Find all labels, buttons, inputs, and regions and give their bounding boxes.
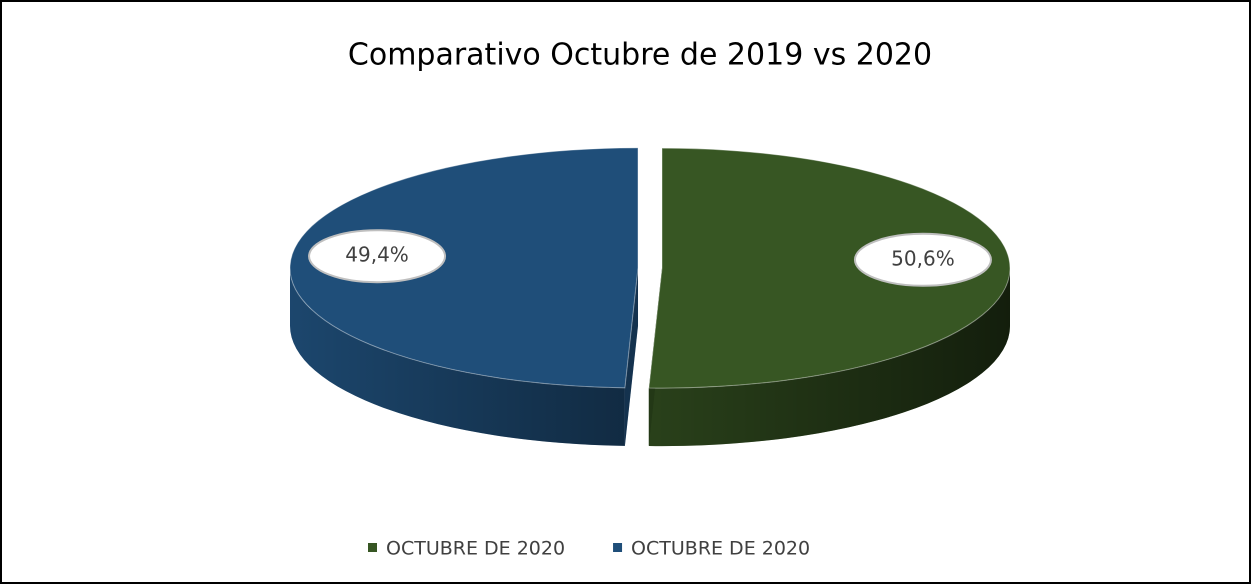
data-label-bubble: [308, 229, 447, 284]
slice-cut-shade: [624, 267, 639, 446]
legend-label: OCTUBRE DE 2020: [386, 538, 565, 560]
slice-cut: [624, 267, 639, 446]
legend-swatch: [613, 543, 623, 552]
legend-swatch: [368, 543, 377, 552]
legend-label: OCTUBRE DE 2020: [631, 538, 810, 560]
slice: [648, 147, 1011, 389]
data-label: 49,4%: [345, 243, 409, 267]
slice-side-shade: [290, 267, 625, 446]
data-label: 50,6%: [891, 246, 955, 270]
slice: [289, 147, 639, 389]
slice-side-shade: [648, 268, 1010, 447]
chart-title: Comparativo Octubre de 2019 vs 2020: [348, 38, 932, 73]
data-label-bubble: [853, 232, 992, 287]
legend: OCTUBRE DE 2020 OCTUBRE DE 2020: [368, 538, 810, 560]
